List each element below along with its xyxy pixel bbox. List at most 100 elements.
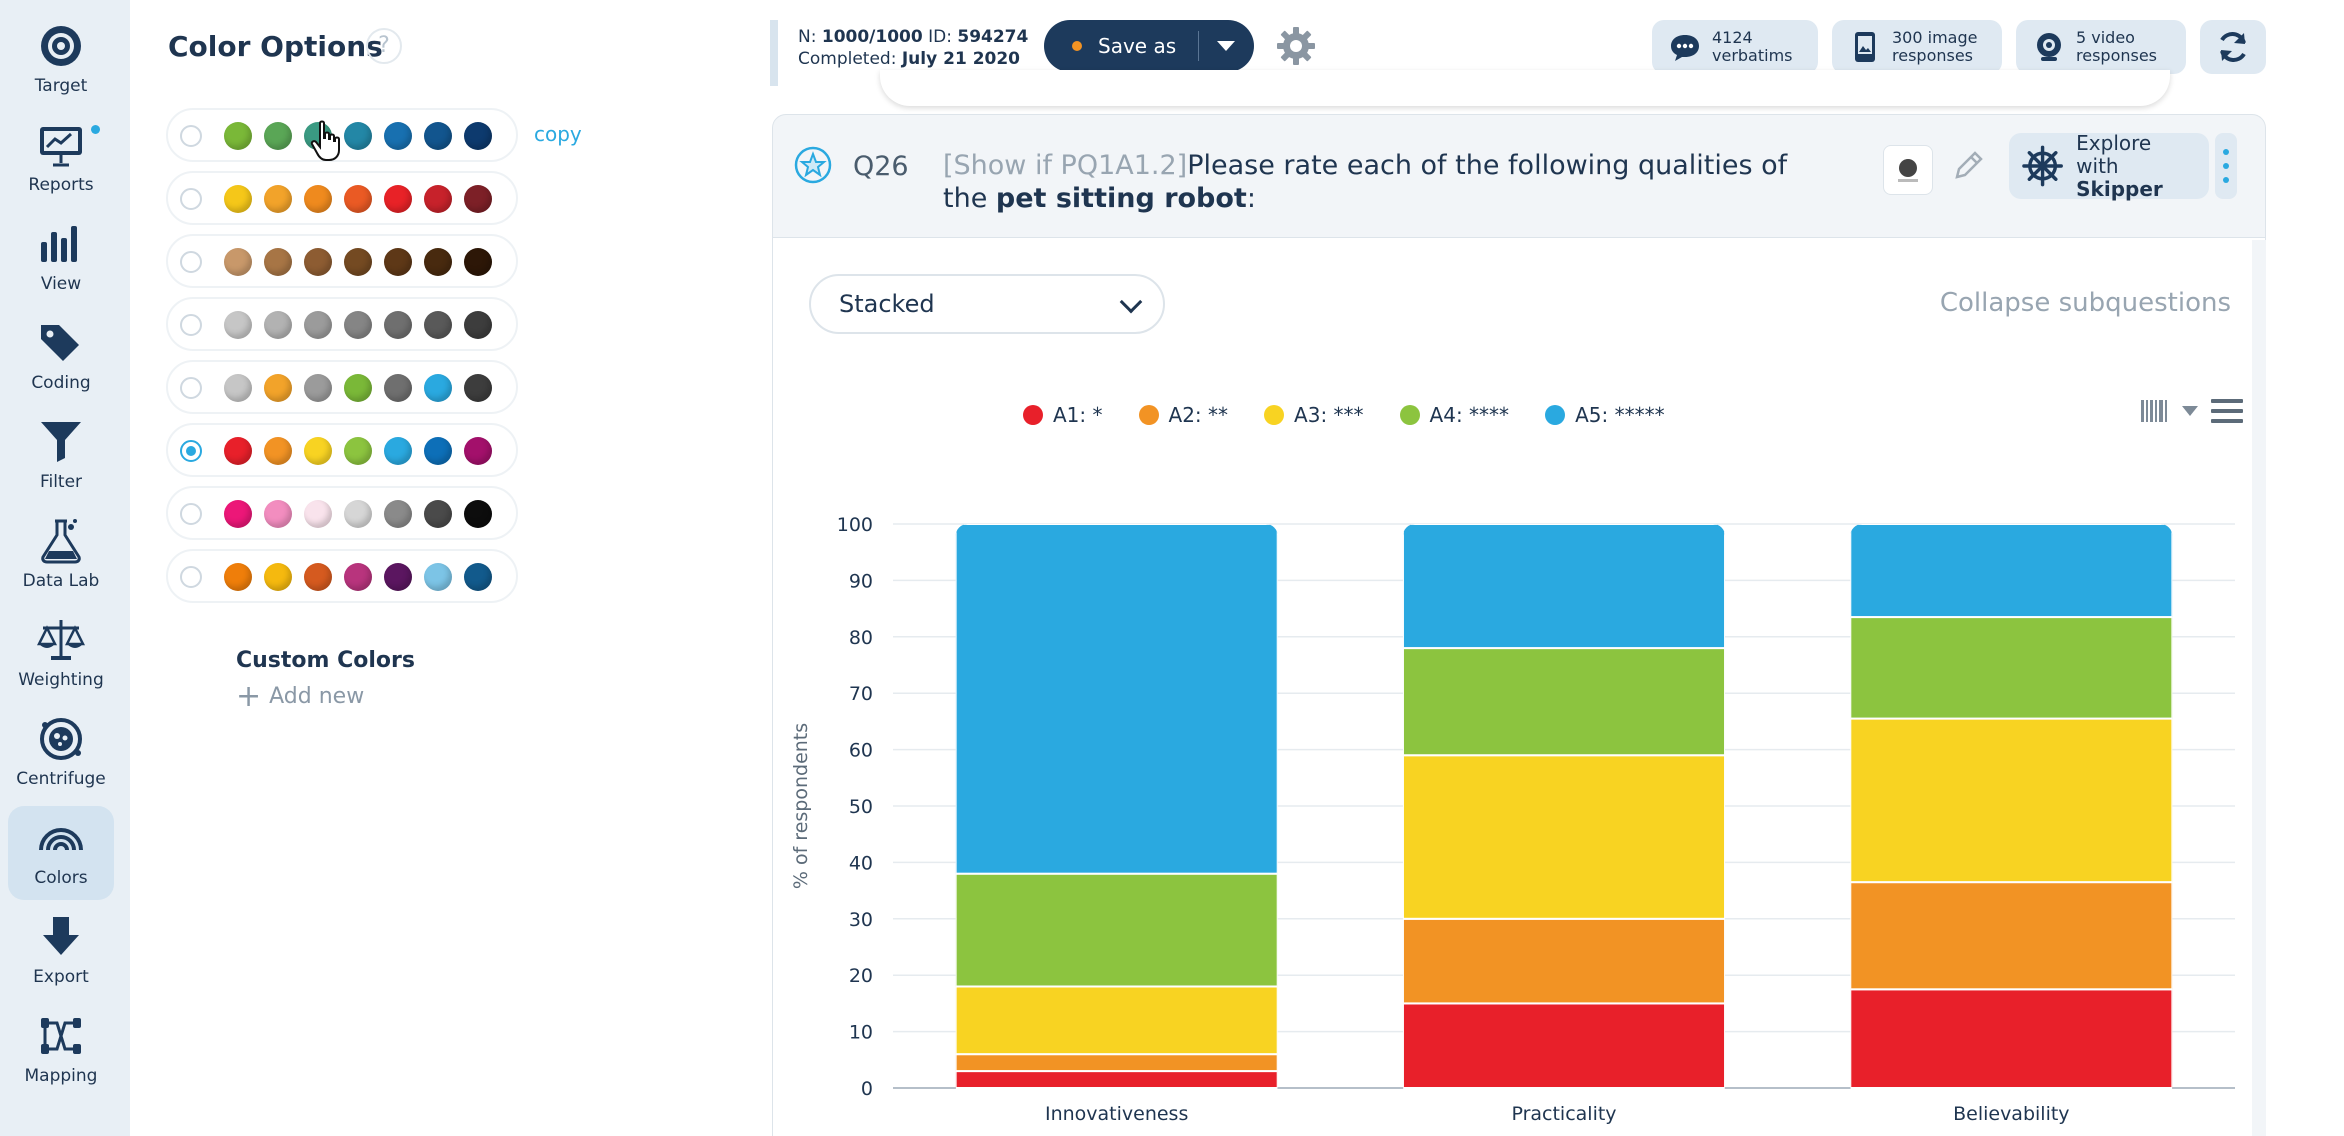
palette-radio[interactable]	[180, 566, 202, 588]
x-tick-label: Innovativeness	[1045, 1103, 1188, 1125]
nav-item-colors[interactable]: Colors	[8, 806, 114, 900]
nav-item-reports[interactable]: Reports	[8, 113, 114, 207]
legend-label: A5: *****	[1575, 403, 1665, 427]
color-swatch	[464, 185, 492, 213]
explore-with-skipper-button[interactable]: Explore with Skipper	[2009, 131, 2209, 200]
nav-item-coding[interactable]: Coding	[8, 311, 114, 405]
nav-item-mapping[interactable]: Mapping	[8, 1004, 114, 1098]
nav-item-datalab[interactable]: Data Lab	[8, 509, 114, 603]
bar-stack[interactable]	[1402, 524, 1726, 1090]
bar-segment[interactable]	[1402, 647, 1726, 757]
palette-radio[interactable]	[180, 188, 202, 210]
nav-label: Target	[34, 76, 88, 96]
save-divider	[1198, 31, 1200, 61]
nav-item-export[interactable]: Export	[8, 905, 114, 999]
bar-segment[interactable]	[955, 872, 1278, 988]
bar-segment[interactable]	[955, 985, 1278, 1056]
more-options-button[interactable]	[2215, 133, 2237, 199]
collapse-subquestions-button[interactable]: Collapse subquestions	[1939, 288, 2231, 318]
palette-radio[interactable]	[180, 440, 202, 462]
color-swatch	[384, 248, 412, 276]
palette-row[interactable]	[166, 234, 518, 288]
bar-segment[interactable]	[955, 524, 1278, 875]
palette-radio[interactable]	[180, 125, 202, 147]
x-tick-label: Believability	[1953, 1103, 2069, 1125]
color-swatch	[384, 185, 412, 213]
nav-item-centrifuge[interactable]: Centrifuge	[8, 707, 114, 801]
question-thumbnail[interactable]	[1883, 145, 1933, 195]
nav-item-view[interactable]: View	[8, 212, 114, 306]
image-responses-button[interactable]: 300 image responses	[1832, 20, 2002, 74]
bar-segment[interactable]	[1850, 616, 2173, 720]
barcode-icon[interactable]	[2141, 400, 2169, 422]
color-swatch	[224, 563, 252, 591]
pencil-icon[interactable]	[1949, 147, 1989, 187]
legend-item[interactable]: A4: ****	[1399, 400, 1509, 430]
nav-label: Centrifuge	[16, 769, 106, 789]
nav-item-weighting[interactable]: Weighting	[8, 608, 114, 702]
color-swatch	[424, 122, 452, 150]
kebab-dot-icon	[2223, 177, 2229, 183]
bar-segment[interactable]	[1850, 524, 2173, 619]
caret-down-icon[interactable]	[1217, 41, 1236, 51]
question-header: Q26 [Show if PQ1A1.2]Please rate each of…	[772, 114, 2266, 238]
save-as-button[interactable]: Save as	[1044, 20, 1254, 72]
funnel-icon	[41, 422, 81, 462]
bar-segment[interactable]	[1402, 917, 1726, 1005]
y-tick-label: 0	[861, 1078, 873, 1100]
palette-radio[interactable]	[180, 251, 202, 273]
hamburger-menu-icon[interactable]	[2211, 398, 2243, 424]
color-swatch	[304, 185, 332, 213]
copy-palette-link[interactable]: copy	[534, 122, 582, 146]
bar-segment[interactable]	[955, 1070, 1278, 1090]
bar-segment[interactable]	[1850, 717, 2173, 884]
color-swatch	[344, 311, 372, 339]
refresh-button[interactable]	[2200, 20, 2266, 74]
bar-stack[interactable]	[1850, 524, 2173, 1089]
palette-row[interactable]	[166, 549, 518, 603]
palette-radio[interactable]	[180, 503, 202, 525]
legend-dot	[1138, 405, 1159, 425]
gear-icon[interactable]	[1274, 24, 1318, 68]
palette-row[interactable]	[166, 171, 518, 225]
color-swatch	[264, 122, 292, 150]
y-tick-label: 50	[849, 796, 873, 818]
palette-row[interactable]	[166, 297, 518, 351]
color-swatch	[464, 374, 492, 402]
palette-row[interactable]	[166, 108, 518, 162]
bar-segment[interactable]	[1402, 754, 1726, 920]
palette-row[interactable]	[166, 360, 518, 414]
color-swatch	[304, 248, 332, 276]
caret-down-icon[interactable]	[2181, 405, 2199, 417]
color-swatch	[304, 374, 332, 402]
bar-segment[interactable]	[955, 1053, 1278, 1073]
help-icon[interactable]: ?	[366, 28, 402, 64]
color-swatch	[224, 374, 252, 402]
color-swatch	[344, 500, 372, 528]
bar-segment[interactable]	[1850, 988, 2173, 1089]
color-swatch	[424, 185, 452, 213]
add-new-color-button[interactable]: + Add new	[236, 681, 364, 711]
kebab-dot-icon	[2223, 149, 2229, 155]
nav-item-target[interactable]: Target	[8, 14, 114, 108]
nav-item-filter[interactable]: Filter	[8, 410, 114, 504]
legend-item[interactable]: A1: *	[1023, 400, 1103, 430]
bar-segment[interactable]	[1850, 881, 2173, 991]
star-icon[interactable]	[793, 145, 833, 185]
verbatims-button[interactable]: 4124 verbatims	[1652, 20, 1818, 74]
color-options-title: Color Options	[168, 30, 383, 63]
legend-item[interactable]: A2: **	[1138, 400, 1228, 430]
bar-segment[interactable]	[1402, 1002, 1726, 1090]
palette-radio[interactable]	[180, 377, 202, 399]
palette-radio[interactable]	[180, 314, 202, 336]
video-responses-button[interactable]: 5 video responses	[2016, 20, 2186, 74]
legend-item[interactable]: A3: ***	[1264, 400, 1364, 430]
color-options-panel: Color Options ? copy Custom Colors + Add…	[130, 0, 760, 1136]
bar-stack[interactable]	[955, 524, 1278, 1090]
palette-row[interactable]	[166, 423, 518, 477]
color-swatch	[264, 563, 292, 591]
legend-item[interactable]: A5: *****	[1545, 400, 1665, 430]
bar-segment[interactable]	[1402, 524, 1726, 650]
palette-row[interactable]	[166, 486, 518, 540]
chart-type-select[interactable]: Stacked	[809, 274, 1165, 334]
